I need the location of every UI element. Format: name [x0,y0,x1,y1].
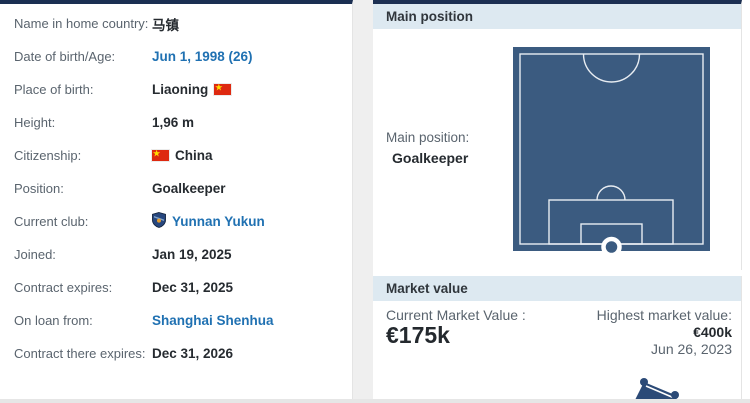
info-row-citizenship: Citizenship: ★ China [0,139,352,172]
china-flag-icon: ★ [152,149,169,161]
info-row-height: Height: 1,96 m [0,106,352,139]
on-loan-from-link[interactable]: Shanghai Shenhua [152,313,274,328]
row-label: Place of birth: [14,82,94,97]
info-row-place-of-birth: Place of birth: Liaoning ★ [0,73,352,106]
row-label: Joined: [14,247,56,262]
current-market-value: €175k [386,322,450,348]
market-value-header: Market value [373,276,741,301]
main-position-label: Main position: [386,130,470,145]
highest-market-value-label: Highest market value: [596,307,732,323]
main-position-value: Goalkeeper [392,150,469,166]
info-row-date-of-birth: Date of birth/Age: Jun 1, 1998 (26) [0,40,352,73]
row-label: On loan from: [14,313,93,328]
contract-expires-value: Dec 31, 2025 [152,280,234,295]
main-position-box: Main position Main position: Goalkeeper [373,0,742,270]
china-flag-icon: ★ [214,83,232,95]
row-label: Name in home country: [14,16,149,31]
place-of-birth-value: Liaoning ★ [152,82,232,97]
info-row-on-loan-from: On loan from: Shanghai Shenhua [0,304,352,337]
info-row-contract-expires: Contract expires: Dec 31, 2025 [0,271,352,304]
current-club-value: Yunnan Yukun [152,212,265,231]
info-row-contract-there-expires: Contract there expires: Dec 31, 2026 [0,337,352,370]
row-label: Height: [14,115,56,130]
column-divider [353,0,373,399]
half-pitch-goalkeeper-icon [513,47,710,258]
info-row-position: Position: Goalkeeper [0,172,352,205]
highest-market-value: €400k [693,324,732,340]
row-label: Current club: [14,214,89,229]
main-position-header: Main position [373,4,741,29]
player-data-box: Name in home country: 马镇 Date of birth/A… [0,0,353,399]
info-row-current-club: Current club: Yunnan Yukun [0,205,352,238]
info-row-joined: Joined: Jan 19, 2025 [0,238,352,271]
position-value: Goalkeeper [152,181,226,196]
info-row-name-in-home-country: Name in home country: 马镇 [0,7,352,40]
market-value-box: Market value Current Market Value : €175… [373,276,742,399]
bottom-divider [0,399,750,403]
market-value-trend-icon[interactable] [628,376,688,399]
name-in-home-country-value: 马镇 [152,17,179,33]
yunnan-yukun-crest-icon[interactable] [152,212,166,231]
current-market-value-label: Current Market Value : [386,307,526,323]
contract-there-expires-value: Dec 31, 2026 [152,346,234,361]
goalkeeper-position-marker [601,236,622,258]
row-label: Position: [14,181,64,196]
height-value: 1,96 m [152,115,195,130]
row-label: Date of birth/Age: [14,49,116,64]
date-of-birth-link[interactable]: Jun 1, 1998 (26) [152,49,253,64]
player-data-rows: Name in home country: 马镇 Date of birth/A… [0,4,352,370]
row-label: Contract expires: [14,280,113,295]
highest-market-value-block: Highest market value: €400k Jun 26, 2023 [597,307,732,358]
row-label: Citizenship: [14,148,82,163]
row-label: Contract there expires: [14,346,146,361]
citizenship-value: ★ China [152,148,213,163]
current-club-link[interactable]: Yunnan Yukun [172,214,265,229]
highest-market-value-date: Jun 26, 2023 [651,341,732,357]
joined-value: Jan 19, 2025 [152,247,232,262]
